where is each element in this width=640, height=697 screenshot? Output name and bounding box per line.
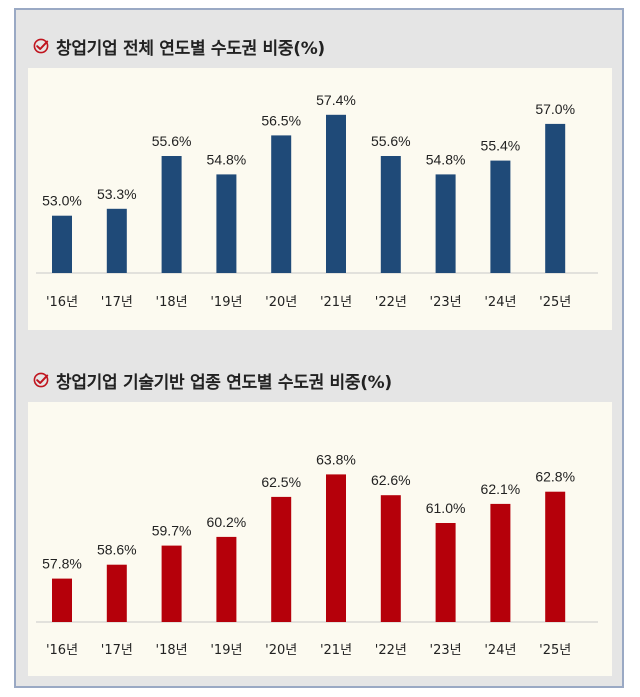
data-label: 62.1% — [481, 481, 521, 497]
data-label: 57.4% — [316, 92, 356, 108]
chart-1-plot: 53.0% '16년 53.3% '17년 55.6% '18년 54.8% '19년 56.5… — [36, 92, 598, 310]
data-label: 57.0% — [535, 101, 575, 117]
data-label: 54.8% — [207, 151, 247, 167]
x-tick-label: '24년 — [484, 643, 516, 658]
data-label: 59.7% — [152, 523, 192, 539]
chart-2-title: 창업기업 기술기반 업종 연도별 수도권 비중(%) — [32, 366, 392, 394]
bar — [435, 174, 456, 273]
x-tick-label: '17년 — [101, 643, 133, 658]
check-circle-icon — [32, 37, 50, 55]
x-tick-label: '21년 — [320, 295, 352, 310]
x-tick-label: '20년 — [265, 295, 297, 310]
chart-2-plot: 57.8% '16년 58.6% '17년 59.7% '18년 60.2% '19년 62.5… — [36, 451, 598, 658]
bar — [545, 123, 566, 274]
x-tick-label: '23년 — [430, 295, 462, 310]
bar — [380, 156, 401, 273]
x-tick-label: '20년 — [265, 643, 297, 658]
chart-1-title: 창업기업 전체 연도별 수도권 비중(%) — [32, 32, 325, 60]
x-tick-label: '19년 — [210, 643, 242, 658]
chart-1-title-text: 창업기업 전체 연도별 수도권 비중(%) — [56, 38, 325, 59]
x-tick-label: '21년 — [320, 643, 352, 658]
x-tick-label: '16년 — [46, 643, 78, 658]
data-label: 62.6% — [371, 472, 411, 488]
bar — [326, 114, 346, 273]
x-tick-label: '19년 — [210, 295, 242, 310]
bar — [271, 135, 292, 273]
x-tick-label: '22년 — [375, 295, 407, 310]
chart-2-panel: 57.8% '16년 58.6% '17년 59.7% '18년 60.2% '19년 62.5… — [28, 402, 612, 676]
x-tick-label: '25년 — [539, 643, 571, 658]
bar — [380, 495, 401, 622]
bar — [52, 578, 72, 622]
data-label: 53.0% — [42, 193, 82, 209]
data-label: 55.6% — [152, 133, 192, 149]
x-tick-label: '24년 — [484, 295, 516, 310]
bar — [216, 174, 237, 273]
bar — [490, 160, 511, 273]
bar — [271, 496, 292, 622]
check-circle-icon — [32, 371, 50, 389]
bar — [161, 156, 182, 273]
chart-1-panel: 53.0% '16년 53.3% '17년 55.6% '18년 54.8% '19년 56.5… — [28, 68, 612, 330]
x-tick-label: '16년 — [46, 295, 78, 310]
data-label: 60.2% — [207, 514, 247, 530]
data-label: 61.0% — [426, 500, 466, 516]
data-label: 62.8% — [535, 469, 575, 485]
data-label: 55.6% — [371, 133, 411, 149]
data-label: 56.5% — [261, 112, 301, 128]
data-label: 54.8% — [426, 151, 466, 167]
data-label: 62.5% — [261, 474, 301, 490]
x-tick-label: '22년 — [375, 643, 407, 658]
figure-frame: 창업기업 전체 연도별 수도권 비중(%) 53.0% '16년 53.3% '17년… — [14, 8, 624, 688]
bar — [435, 523, 456, 622]
data-label: 58.6% — [97, 542, 137, 558]
bar — [490, 503, 511, 622]
x-tick-label: '23년 — [430, 643, 462, 658]
bar — [161, 545, 182, 622]
x-tick-label: '18년 — [156, 295, 188, 310]
data-label: 55.4% — [481, 138, 521, 154]
data-label: 53.3% — [97, 186, 137, 202]
bar — [545, 491, 566, 622]
bar — [326, 474, 346, 622]
chart-2-title-text: 창업기업 기술기반 업종 연도별 수도권 비중(%) — [56, 372, 392, 393]
bar — [106, 564, 127, 622]
data-label: 63.8% — [316, 451, 356, 467]
x-tick-label: '25년 — [539, 295, 571, 310]
x-tick-label: '18년 — [156, 643, 188, 658]
bar — [52, 215, 72, 273]
x-tick-label: '17년 — [101, 295, 133, 310]
bar — [216, 536, 237, 622]
bar — [106, 208, 127, 273]
data-label: 57.8% — [42, 556, 82, 572]
